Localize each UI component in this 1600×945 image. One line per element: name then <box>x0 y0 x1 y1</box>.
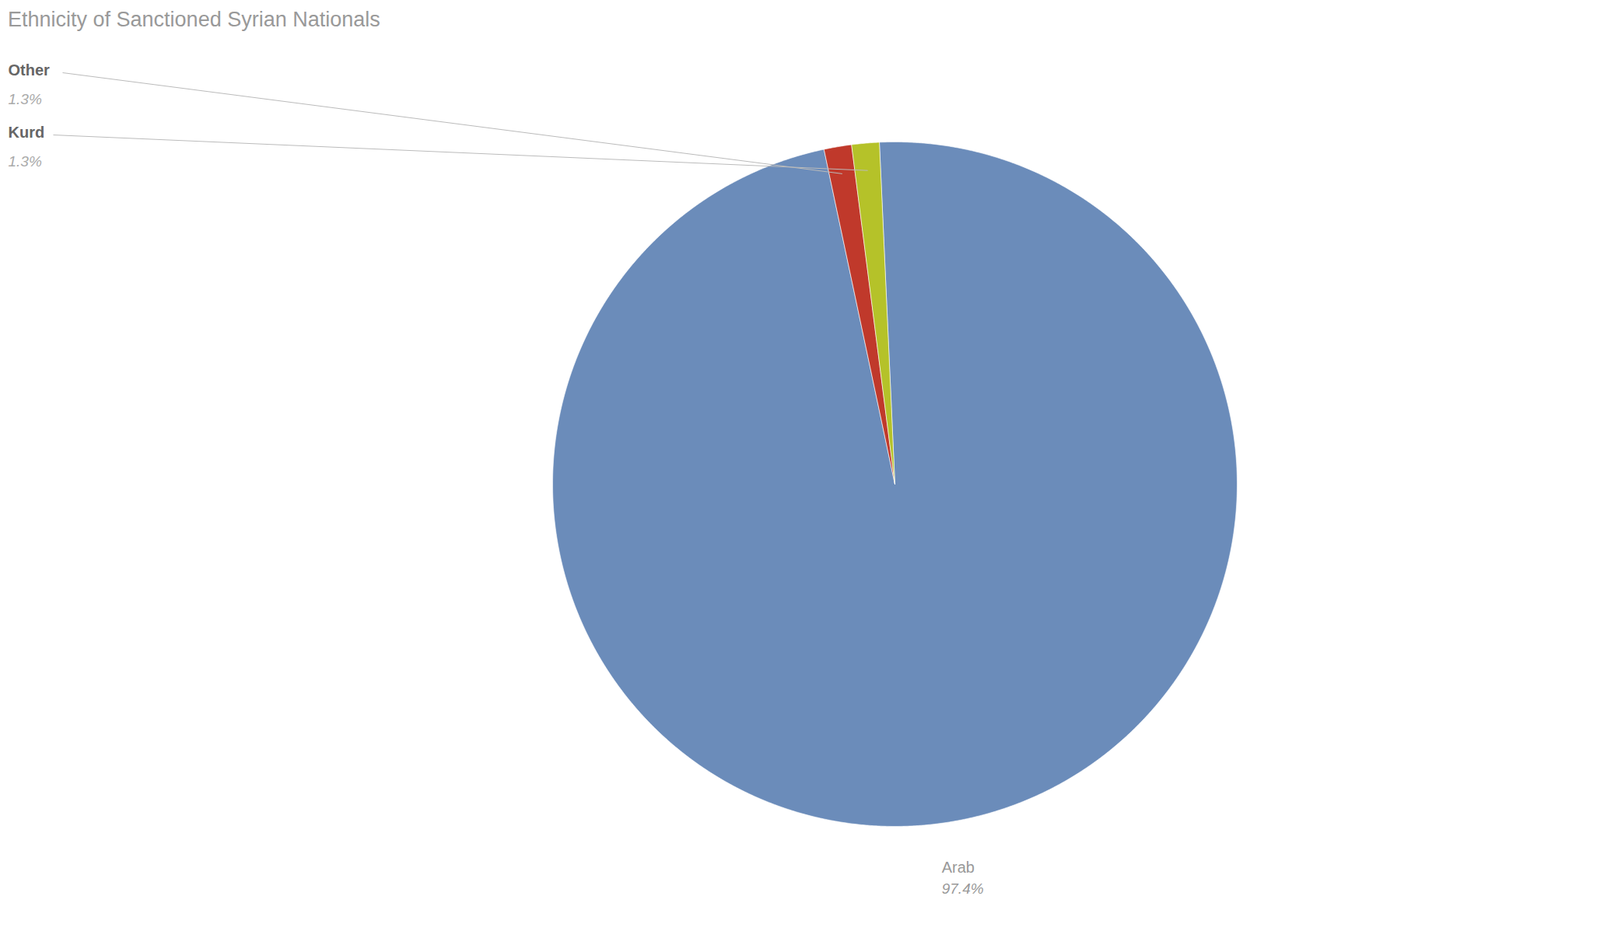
svg-text:97.4%: 97.4% <box>941 880 984 897</box>
svg-text:Arab: Arab <box>941 858 975 876</box>
svg-text:Other: Other <box>8 61 51 79</box>
svg-text:1.3%: 1.3% <box>8 91 43 108</box>
svg-text:Kurd: Kurd <box>8 123 46 141</box>
html-text:Ethnicity of Sanctioned Syrian: Ethnicity of Sanctioned Syrian Nationals <box>7 7 381 32</box>
svg-text:1.3%: 1.3% <box>8 153 43 170</box>
